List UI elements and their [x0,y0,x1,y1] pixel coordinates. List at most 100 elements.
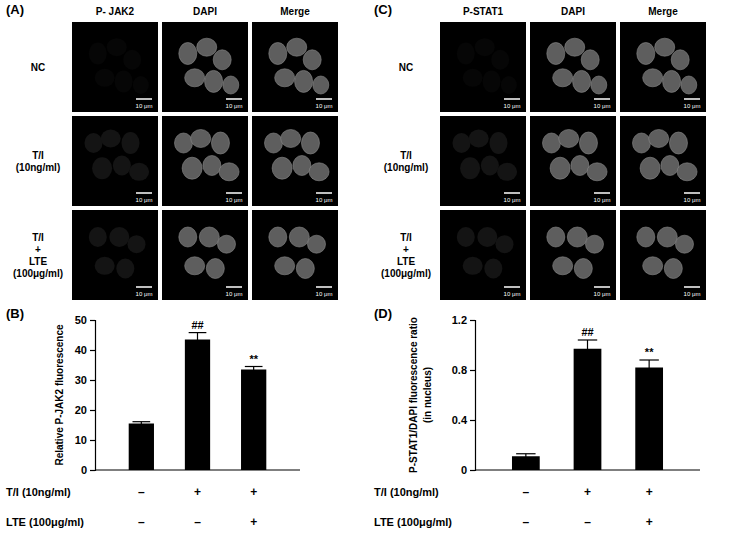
nucleus [205,70,223,92]
scale-bar [684,286,700,288]
nucleus [457,43,475,65]
nucleus [218,235,236,253]
nucleus [281,130,301,148]
scale-bar-label: 10 μm [226,197,243,203]
error-cap [578,357,597,358]
nucleus [269,43,287,65]
tick-mark [470,470,475,471]
tick-label: 0 [81,464,87,476]
bar [185,340,210,471]
nucleus [197,38,217,56]
scale-bar [504,98,520,100]
treatment-sign: + [646,485,653,499]
nucleus [128,235,146,253]
nucleus [655,38,675,56]
nucleus [133,76,149,94]
scale-bar [504,192,520,194]
micrograph-image [440,116,526,206]
scale-bar [226,98,242,100]
scale-bar [594,192,610,194]
error-bar [587,340,588,358]
tick-label: 0.8 [452,364,467,376]
micrograph-image [440,210,526,300]
micrograph-image [252,116,338,206]
significance-label: ** [645,346,654,358]
tick-mark [90,380,95,381]
nucleus [308,235,326,253]
nucleus [469,130,489,148]
tick-mark [90,350,95,351]
nucleus [295,70,313,92]
treatment-label: LTE (100μg/ml) [374,516,452,528]
micrograph-image [162,210,248,300]
nucleus [95,257,115,275]
panel-letter: (B) [6,306,24,321]
nucleus [460,157,480,179]
tick-mark [470,320,475,321]
treatment-label: T/I (10ng/ml) [374,486,439,498]
nucleus [185,257,205,275]
nucleus [301,132,319,154]
nucleus [573,70,591,92]
nucleus [95,69,115,87]
nucleus [116,259,134,279]
treatment-sign: – [523,515,530,529]
nucleus [129,163,149,181]
tick: 0 [461,464,475,476]
column-header: DAPI [561,6,585,17]
treatment-label: T/I (10ng/ml) [6,486,71,498]
nucleus [640,157,660,179]
nucleus [182,157,202,179]
plot-area [512,340,663,470]
nucleus [289,227,309,247]
treatment-sign: – [523,485,530,499]
micrograph-image [620,22,706,112]
scale-bar [684,192,700,194]
tick: 30 [75,374,95,386]
tick-mark [470,370,475,371]
nucleus [587,163,607,181]
nucleus [681,76,697,94]
nucleus [489,132,507,154]
nucleus [223,76,239,94]
y-axis-title: Relative P-JAK2 fluorescence [54,324,65,466]
nucleus [89,43,107,65]
nucleus [491,50,509,70]
nucleus [676,235,694,253]
scale-bar-label: 10 μm [316,197,333,203]
error-cap [189,346,207,347]
scale-bar [316,192,332,194]
nucleus [453,133,471,153]
column-header: Merge [280,6,310,17]
row-label: (10ng/ml) [384,162,428,173]
nucleus [89,227,107,247]
panel-letter: (D) [374,306,392,321]
nucleus [296,259,314,279]
micrograph-image [72,116,158,206]
nucleus [275,69,295,87]
scale-bar [136,98,152,100]
scale-bar-label: 10 μm [226,291,243,297]
nucleus [637,43,655,65]
row-label: LTE [397,256,415,267]
micrograph-image [252,210,338,300]
nucleus [206,259,224,279]
nucleus [559,130,579,148]
nucleus [547,43,565,65]
nucleus [275,257,295,275]
y-axis: 00.40.81.2 [452,314,476,476]
treatment-sign: + [250,485,257,499]
row-label: + [403,244,409,255]
tick-label: 40 [75,344,87,356]
tick-label: 10 [75,434,87,446]
micrograph-image [162,116,248,206]
tick: 1.2 [452,314,475,326]
tick-label: 50 [75,314,87,326]
scale-bar [504,286,520,288]
panel-letter: (A) [6,2,24,17]
micrograph-panel: (C)P-STAT1DAPIMergeNC10 μm10 μm10 μmT/I(… [374,2,706,300]
nucleus [293,156,311,176]
treatment-sign: + [646,515,653,529]
micrograph-image [530,116,616,206]
nucleus [199,227,219,247]
